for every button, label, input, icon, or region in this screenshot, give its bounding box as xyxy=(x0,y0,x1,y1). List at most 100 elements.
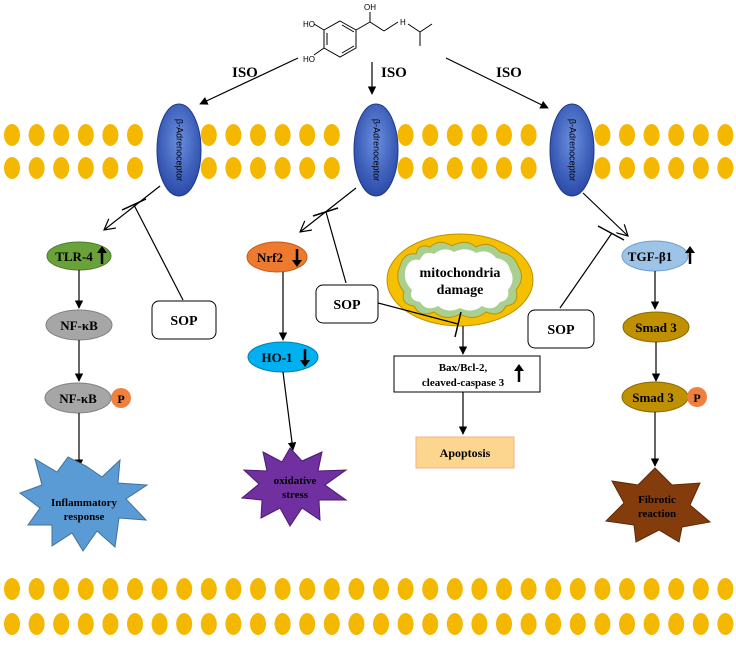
lipid-head xyxy=(176,578,193,600)
lipid-head xyxy=(348,578,365,600)
oxidative-line-1: oxidative xyxy=(274,475,317,487)
lipid-head xyxy=(299,613,316,635)
lipid-head xyxy=(692,578,709,600)
phospho-circle-left xyxy=(111,388,131,408)
lipid-head xyxy=(569,578,586,600)
lipid-head xyxy=(520,124,537,146)
lipid-head xyxy=(299,578,316,600)
lipid-head xyxy=(127,613,143,635)
nrf2-down-arrow-icon xyxy=(292,249,302,267)
receptor-right: β-Adrenoceptor xyxy=(549,103,595,197)
bax-line-2: cleaved-caspase 3 xyxy=(422,377,505,389)
lipid-head xyxy=(102,157,119,179)
sop-label-right: SOP xyxy=(547,323,575,338)
lipid-head xyxy=(397,124,414,146)
lipid-head xyxy=(299,157,316,179)
lipid-head xyxy=(323,157,340,179)
lipid-head xyxy=(520,613,537,635)
sop-left-inhibit-bar xyxy=(121,198,147,211)
lipid-head xyxy=(619,124,635,146)
sop-left-inhibit-line xyxy=(133,204,184,301)
lipid-head xyxy=(4,157,20,179)
isoproterenol-structure xyxy=(313,12,433,58)
tgf-label: TGF-β1 xyxy=(628,249,672,264)
lipid-head xyxy=(545,578,562,600)
sop-middle-inhibit-bar xyxy=(312,207,339,217)
lipid-head xyxy=(594,124,611,146)
iso-label-right: ISO xyxy=(496,65,522,81)
sop-box-middle xyxy=(315,284,379,324)
mitochondria-line-1: mitochondria xyxy=(420,266,501,281)
lipid-head xyxy=(668,578,685,600)
phospho-label-right: P xyxy=(693,391,700,405)
lipid-head xyxy=(643,124,660,146)
lipid-head xyxy=(692,613,709,635)
lipid-head xyxy=(496,613,512,635)
sop-center-inhibit-line xyxy=(377,302,459,325)
lipid-head xyxy=(471,157,488,179)
svg-text:β-Adrenoceptor: β-Adrenoceptor xyxy=(568,119,578,181)
lipid-head xyxy=(200,157,217,179)
lipid-head xyxy=(717,124,734,146)
lipid-head xyxy=(53,613,70,635)
lipid-head xyxy=(643,157,660,179)
tgf-up-arrow-icon xyxy=(685,246,695,264)
lipid-head xyxy=(520,578,537,600)
lipid-head xyxy=(496,578,512,600)
lipid-head xyxy=(77,613,94,635)
lipid-head xyxy=(4,578,20,600)
nrf2-node xyxy=(246,241,308,273)
lipid-head xyxy=(250,124,266,146)
lipid-head xyxy=(77,578,94,600)
inflammatory-line-2: response xyxy=(64,511,105,523)
lipid-head xyxy=(225,613,242,635)
iso-label-left: ISO xyxy=(232,65,258,81)
nfkb-label-1: NF-κB xyxy=(60,318,98,333)
lipid-head xyxy=(250,157,266,179)
lipid-head xyxy=(299,124,316,146)
lipid-head xyxy=(274,124,291,146)
lipid-head xyxy=(200,578,217,600)
bax-up-arrow-icon xyxy=(514,364,524,382)
sop-right-inhibit-bar xyxy=(597,225,625,241)
apoptosis-box xyxy=(415,436,515,469)
sop-box-right xyxy=(527,309,595,349)
ho1-label: HO-1 xyxy=(261,350,292,365)
lipid-head xyxy=(471,578,488,600)
lipid-head xyxy=(446,578,463,600)
sop-center-inhibit-bar xyxy=(454,311,462,338)
lipid-head xyxy=(151,613,168,635)
oxidative-line-2: stress xyxy=(282,489,309,501)
lipid-head xyxy=(250,613,266,635)
lipid-head xyxy=(250,578,266,600)
lipid-head xyxy=(446,124,463,146)
sop-label-middle: SOP xyxy=(333,298,361,313)
mitochondria-line-2: damage xyxy=(437,283,484,298)
receptor-middle-to-nrf2-arrow xyxy=(300,187,357,232)
lipid-head xyxy=(496,157,512,179)
sop-label-left: SOP xyxy=(170,314,198,329)
sop-middle-inhibit-line xyxy=(325,211,347,284)
lipid-head xyxy=(127,124,143,146)
lipid-head xyxy=(594,613,611,635)
lipid-head xyxy=(225,124,242,146)
lipid-head xyxy=(422,124,439,146)
lipid-head xyxy=(668,157,685,179)
mitochondria-inner-white xyxy=(404,249,513,311)
lipid-head xyxy=(422,578,439,600)
lipid-head xyxy=(102,124,119,146)
lipid-head xyxy=(225,578,242,600)
lipid-head xyxy=(668,124,685,146)
ho1-to-oxidative-arrow xyxy=(282,371,297,451)
smad3-label-2: Smad 3 xyxy=(632,390,674,405)
lipid-head xyxy=(102,578,119,600)
lipid-head xyxy=(53,578,70,600)
lipid-head xyxy=(471,124,488,146)
lipid-head xyxy=(28,124,45,146)
receptor-right-to-tgf-arrow xyxy=(582,192,628,236)
bax-line-1: Bax/Bcl-2, xyxy=(439,362,488,374)
lipid-head xyxy=(569,613,586,635)
lipid-head xyxy=(225,157,242,179)
lipid-head xyxy=(373,578,389,600)
lipid-head xyxy=(274,157,291,179)
